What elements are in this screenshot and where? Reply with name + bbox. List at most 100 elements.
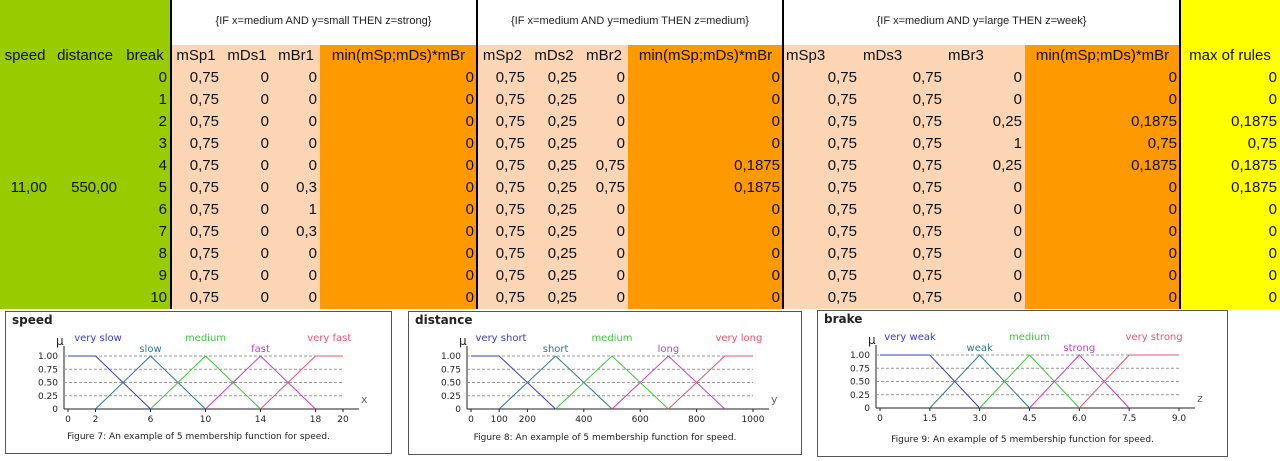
chart-title: brake — [824, 312, 862, 326]
legend-label: medium — [591, 333, 632, 344]
table-cell: 0 — [628, 265, 783, 287]
x-tick-label: 200 — [519, 415, 536, 425]
column-header: mDs3 — [860, 45, 945, 67]
rule-text: {IF x=medium AND y=medium THEN z=medium} — [511, 15, 749, 27]
table-cell — [0, 89, 50, 111]
membership-line — [205, 355, 316, 410]
x-axis-label: z — [1197, 392, 1203, 405]
table-cell: 10 — [120, 287, 170, 309]
membership-line — [880, 354, 981, 409]
table-cell: 0 — [580, 199, 628, 221]
table-cell: 11,00 — [0, 177, 50, 199]
table-cell: 0,75 — [170, 133, 222, 155]
membership-line — [555, 355, 669, 410]
table-cell: 0,75 — [170, 67, 222, 89]
table-cell — [50, 199, 120, 221]
table-cell: 0 — [945, 67, 1025, 89]
table-cell: 0,75 — [860, 265, 945, 287]
table-cell: 0,75 — [170, 177, 222, 199]
table-cell: 0 — [1180, 67, 1280, 89]
table-cell: 0,75 — [170, 155, 222, 177]
table-cell: 0 — [222, 89, 272, 111]
x-tick-label: 600 — [632, 415, 649, 425]
x-tick-label: 14 — [255, 415, 267, 425]
table-cell — [50, 133, 120, 155]
column-border — [170, 0, 172, 309]
y-tick-label: 0.75 — [441, 365, 461, 375]
table-cell: 0,3 — [272, 221, 320, 243]
column-header: mDs2 — [528, 45, 580, 67]
legend-label: medium — [185, 333, 226, 344]
y-tick-label: 0.25 — [441, 392, 461, 402]
table-cell: 0,1875 — [628, 155, 783, 177]
legend-label: fast — [251, 344, 270, 355]
column-header: mDs1 — [222, 45, 272, 67]
table-cell: 0 — [945, 221, 1025, 243]
table-cell: 8 — [120, 243, 170, 265]
table-cell: 0 — [945, 89, 1025, 111]
membership-line — [471, 355, 556, 410]
x-tick-label: 0 — [468, 415, 474, 425]
y-tick-label: 0.25 — [850, 391, 870, 401]
column-border — [782, 0, 784, 309]
table-cell: 0 — [945, 177, 1025, 199]
table-cell: 0 — [272, 89, 320, 111]
table-cell: 0,75 — [860, 155, 945, 177]
table-cell: 0 — [628, 111, 783, 133]
chart-title: distance — [415, 313, 472, 327]
table-cell: 0 — [628, 67, 783, 89]
y-tick-label: 0.75 — [38, 365, 58, 375]
legend-label: long — [658, 344, 680, 355]
legend-label: strong — [1063, 343, 1095, 354]
column-header: mSp3 — [783, 45, 860, 67]
table-cell: 0 — [945, 265, 1025, 287]
y-tick-label: 0.50 — [441, 379, 461, 389]
x-tick-label: 6.0 — [1072, 414, 1087, 424]
membership-line — [1029, 354, 1130, 409]
table-cell: 0,1875 — [1180, 111, 1280, 133]
table-cell: 0,75 — [170, 287, 222, 309]
table-cell — [50, 243, 120, 265]
x-axis-label: x — [361, 393, 368, 406]
table-cell — [0, 221, 50, 243]
table-cell: 0 — [628, 199, 783, 221]
x-tick-label: 10 — [200, 415, 212, 425]
table-cell: 0 — [272, 67, 320, 89]
table-cell: 0 — [580, 265, 628, 287]
table-cell: 0,25 — [528, 89, 580, 111]
table-cell: 0,25 — [528, 221, 580, 243]
x-tick-label: 7.5 — [1122, 414, 1136, 424]
table-cell: 0,25 — [528, 265, 580, 287]
rule-text: {IF x=medium AND y=small THEN z=strong} — [215, 15, 432, 27]
table-cell: 0,75 — [860, 243, 945, 265]
table-cell: 0 — [628, 243, 783, 265]
table-cell — [0, 67, 50, 89]
column-header: max of rules — [1180, 45, 1280, 67]
table-cell: 0 — [120, 67, 170, 89]
table-cell: 4 — [120, 155, 170, 177]
legend-label: very strong — [1126, 332, 1183, 343]
y-axis-label: μ — [868, 333, 876, 347]
table-cell: 0 — [628, 133, 783, 155]
table-cell: 7 — [120, 221, 170, 243]
table-cell: 0 — [580, 287, 628, 309]
table-cell: 0 — [320, 111, 477, 133]
chart-image: distance μ y 0 0.25 0.50 0.75 1.00 0 100 200 400 600… — [408, 311, 802, 455]
table-cell — [0, 199, 50, 221]
y-axis-label: μ — [459, 334, 467, 348]
table-cell — [50, 221, 120, 243]
table-cell: 0 — [320, 177, 477, 199]
table-cell: 0,75 — [783, 111, 860, 133]
table-cell: 0,75 — [477, 221, 528, 243]
table-cell: 3 — [120, 133, 170, 155]
table-cell — [0, 287, 50, 309]
table-cell: 0,3 — [272, 177, 320, 199]
table-cell: 0,75 — [170, 89, 222, 111]
table-cell: 0,75 — [170, 265, 222, 287]
y-axis-label: μ — [56, 334, 64, 348]
table-cell: 0 — [222, 177, 272, 199]
table-cell: 0 — [1180, 221, 1280, 243]
legend-label: very weak — [884, 332, 936, 343]
